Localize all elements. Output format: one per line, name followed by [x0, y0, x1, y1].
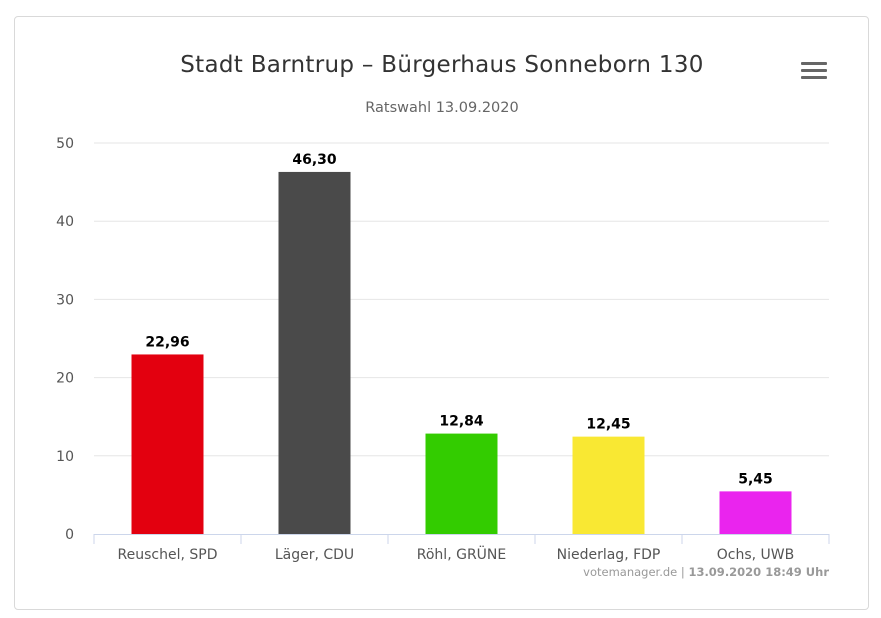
- x-tick-label: Ochs, UWB: [717, 547, 794, 563]
- chart-credits[interactable]: votemanager.de | 13.09.2020 18:49 Uhr: [583, 565, 829, 579]
- credits-source[interactable]: votemanager.de: [583, 565, 678, 579]
- chart-title: Stadt Barntrup – Bürgerhaus Sonneborn 13…: [180, 52, 704, 78]
- y-tick-label: 50: [56, 136, 74, 152]
- hamburger-menu-icon[interactable]: [801, 62, 827, 82]
- y-tick-label: 10: [56, 449, 74, 465]
- bar: [131, 354, 204, 534]
- data-label: 5,45: [738, 471, 773, 487]
- x-tick-label: Läger, CDU: [275, 547, 354, 563]
- bar: [572, 436, 645, 534]
- data-label: 12,45: [586, 417, 630, 433]
- data-label: 46,30: [292, 152, 337, 168]
- bar: [425, 433, 498, 534]
- data-label: 22,96: [145, 334, 189, 350]
- x-tick-label: Niederlag, FDP: [557, 547, 661, 563]
- bar: [278, 171, 351, 534]
- x-tick-label: Röhl, GRÜNE: [417, 545, 506, 563]
- chart-subtitle: Ratswahl 13.09.2020: [365, 100, 519, 116]
- y-tick-label: 0: [65, 527, 74, 543]
- bar: [719, 491, 792, 534]
- x-tick-label: Reuschel, SPD: [118, 547, 218, 563]
- data-label: 12,84: [439, 414, 484, 430]
- credits-timestamp: 13.09.2020 18:49 Uhr: [688, 565, 829, 579]
- y-tick-label: 30: [56, 292, 74, 308]
- y-tick-label: 20: [56, 371, 74, 387]
- credits-separator: |: [680, 565, 685, 579]
- y-tick-label: 40: [56, 214, 74, 230]
